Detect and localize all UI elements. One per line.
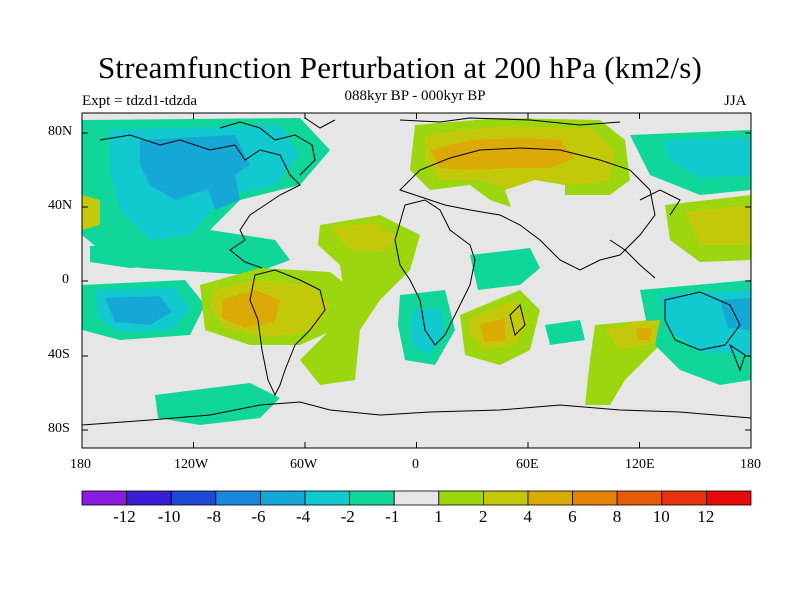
anomaly-australia-blue — [720, 298, 751, 330]
anomaly-north-pacific-cyan — [665, 138, 751, 178]
colorbar-box — [349, 490, 395, 506]
colorbar-box — [126, 490, 172, 506]
lat-label-80s: 80S — [48, 421, 70, 436]
lon-label-180e: 180 — [740, 457, 761, 472]
colorbar-box — [304, 490, 350, 506]
colorbar-label: 6 — [568, 507, 577, 526]
anomaly-atlantic-blue — [205, 175, 240, 210]
colorbar-box — [482, 490, 529, 506]
anomaly-north-america-blue — [140, 135, 250, 200]
colorbar-label: -8 — [206, 507, 221, 526]
anomaly-australia-orange — [636, 328, 652, 340]
colorbar-box — [259, 490, 306, 506]
colorbar-label: -1 — [385, 507, 400, 526]
colorbar — [81, 490, 752, 506]
colorbar-box — [81, 490, 127, 506]
colorbar-label: 12 — [697, 507, 715, 526]
colorbar-box — [616, 490, 663, 506]
colorbar-box — [661, 490, 707, 506]
map-subtitle: 088kyr BP - 000kyr BP — [344, 88, 486, 104]
anomaly-southern-ocean-green — [155, 383, 280, 425]
lat-label-40s: 40S — [48, 347, 70, 362]
lon-label-60w: 60W — [290, 457, 318, 472]
colorbar-box — [170, 490, 217, 506]
neutral-hole-asia — [505, 180, 565, 215]
coastlines — [82, 117, 751, 426]
lat-label-40n: 40N — [48, 198, 73, 213]
lat-label-0: 0 — [62, 272, 69, 287]
anomaly-africa-green — [470, 248, 540, 290]
anomaly-pacific-green — [90, 244, 180, 268]
colorbar-box — [393, 490, 440, 506]
colorbar-label: 8 — [612, 507, 622, 526]
colorbar-box — [706, 490, 752, 506]
colorbar-label: 4 — [523, 507, 533, 526]
colorbar-box — [438, 490, 484, 506]
anomaly-atlantic-lime — [300, 215, 420, 385]
axis-ticks — [81, 113, 752, 448]
anomaly-nw-corner-yellow — [82, 195, 100, 230]
colorbar-label: -10 — [157, 507, 181, 526]
season-label: JJA — [724, 93, 747, 109]
colorbar-label: -6 — [251, 507, 266, 526]
colorbar-label: -2 — [340, 507, 355, 526]
anomaly-south-pacific-blue — [105, 296, 172, 325]
colorbar-box — [527, 490, 573, 506]
anomaly-eurasia-orange — [430, 138, 575, 170]
lon-label-180w: 180 — [70, 457, 91, 472]
streamfunction-field — [82, 113, 751, 448]
anomaly-west-pacific-yellow — [685, 205, 751, 245]
colorbar-label: -4 — [296, 507, 311, 526]
anomaly-south-africa-orange — [480, 318, 505, 342]
map-title: Streamfunction Perturbation at 200 hPa (… — [97, 50, 703, 85]
colorbar-label: -12 — [113, 507, 136, 526]
lat-label-80n: 80N — [48, 124, 73, 139]
lon-label-120w: 120W — [174, 457, 209, 472]
anomaly-south-america-orange — [222, 290, 280, 328]
anomaly-atlantic-yellow — [330, 222, 398, 252]
lon-label-60e: 60E — [516, 457, 539, 472]
lon-label-120e: 120E — [625, 457, 655, 472]
colorbar-box — [572, 490, 618, 506]
colorbar-box — [215, 490, 261, 506]
lon-label-0: 0 — [412, 457, 419, 472]
experiment-label: Expt = tdzd1-tdzda — [82, 93, 198, 109]
anomaly-indian-ocean-small-green — [545, 320, 585, 345]
colorbar-label: 10 — [652, 507, 670, 526]
colorbar-label: 2 — [478, 507, 488, 526]
colorbar-label: 1 — [434, 507, 443, 526]
